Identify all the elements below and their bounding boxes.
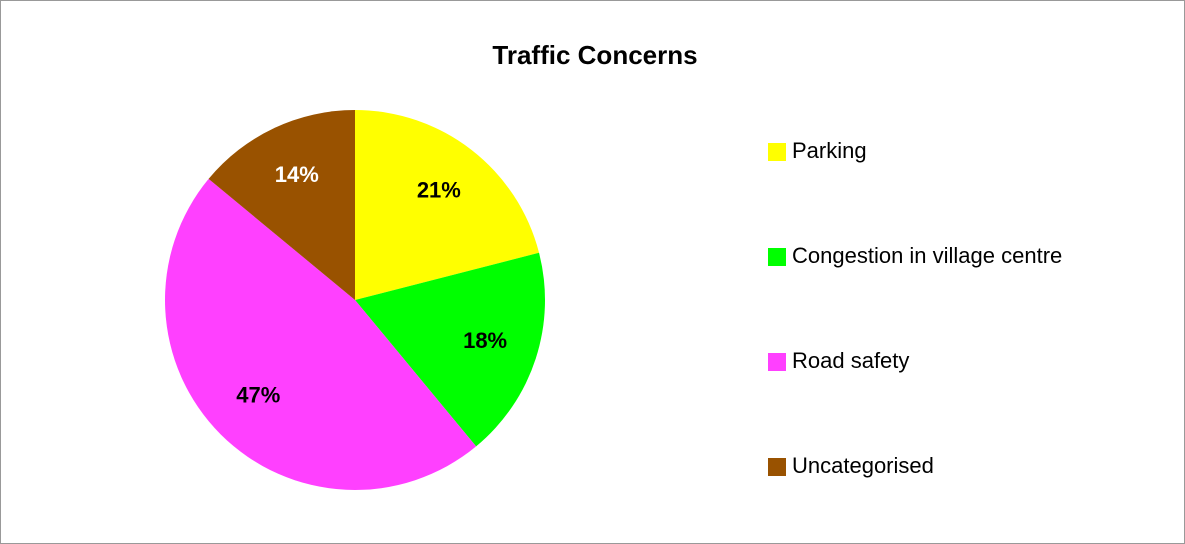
legend-swatch [768, 143, 786, 161]
pie-slice [355, 110, 540, 300]
pie-slice [208, 110, 355, 300]
value-label: 18% [463, 328, 507, 353]
legend-swatch [768, 248, 786, 266]
value-label: 14% [275, 162, 319, 187]
legend-label: Uncategorised [792, 453, 934, 478]
pie-slice [355, 252, 546, 447]
legend-label: Congestion in village centre [792, 243, 1062, 268]
pie-slice [164, 178, 477, 491]
legend-swatch [768, 353, 786, 371]
value-label: 47% [236, 383, 280, 408]
legend-swatch [768, 458, 786, 476]
legend-label: Parking [792, 138, 867, 163]
chart-title: Traffic Concerns [492, 40, 697, 70]
legend-label: Road safety [792, 348, 909, 373]
value-label: 21% [417, 178, 461, 203]
